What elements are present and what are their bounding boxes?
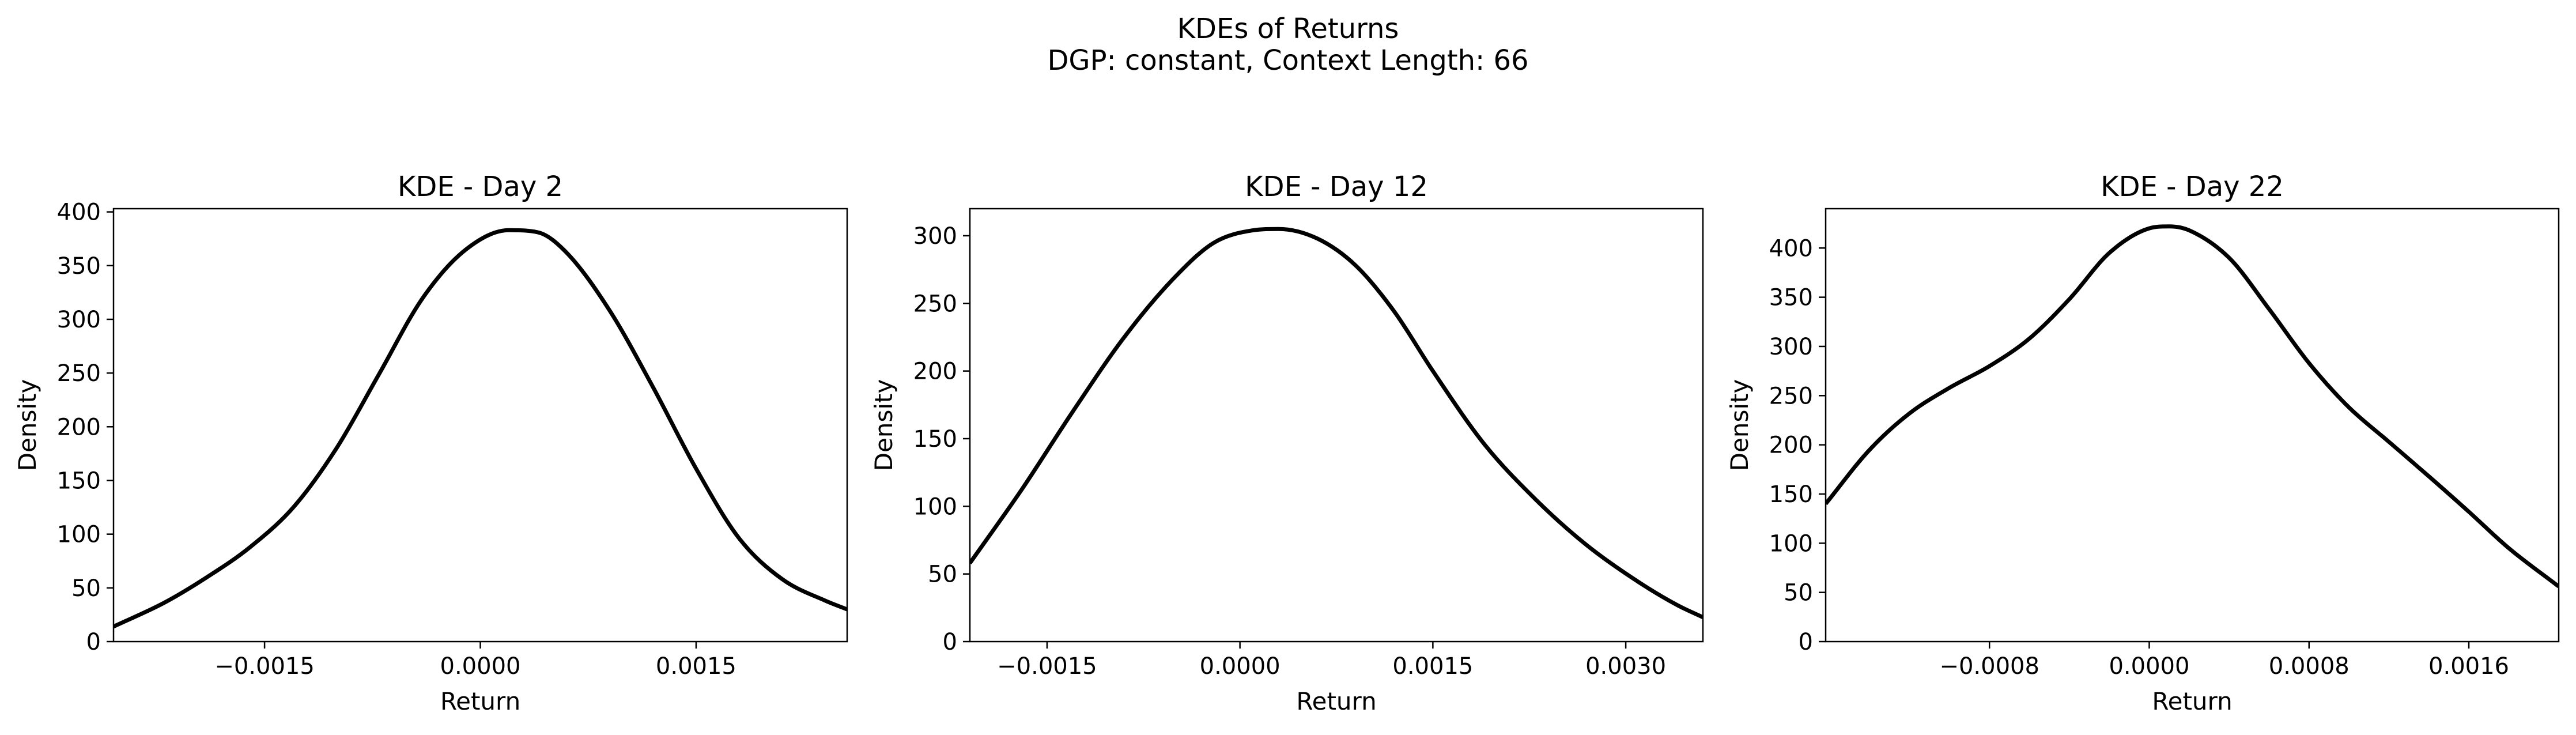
y-tick-label: 150 <box>57 468 101 494</box>
figure-subtitle: DGP: constant, Context Length: 66 <box>1047 44 1528 77</box>
y-tick-label: 50 <box>1784 580 1813 606</box>
y-tick-label: 300 <box>913 223 957 250</box>
x-tick-label: −0.0008 <box>1939 653 2039 680</box>
y-tick-label: 350 <box>1769 285 1813 311</box>
y-tick-label: 100 <box>1769 530 1813 557</box>
y-tick-label: 50 <box>71 575 101 602</box>
x-tick-label: 0.0015 <box>1392 653 1473 680</box>
axes-frame <box>969 208 1704 643</box>
kde-curve <box>1826 224 2559 589</box>
y-tick-label: 300 <box>57 307 101 333</box>
axes-frame <box>1825 208 2560 643</box>
x-tick-label: 0.0016 <box>2428 653 2509 680</box>
y-tick-label: 200 <box>1769 432 1813 459</box>
x-tick-label: 0.0008 <box>2269 653 2350 680</box>
x-tick-label: 0.0030 <box>1585 653 1666 680</box>
figure-title: KDEs of Returns <box>1177 13 1399 45</box>
y-tick-label: 100 <box>57 522 101 548</box>
subplots: −0.0015 0.0000 0.0015 0 50 100 150 200 250 300 350… <box>13 171 2560 715</box>
x-tick-label: −0.0015 <box>214 653 314 680</box>
y-tick-label: 200 <box>913 359 957 385</box>
y-tick-label: 250 <box>913 291 957 317</box>
y-tick-label: 400 <box>57 199 101 226</box>
x-tick-label: 0.0000 <box>2109 653 2189 680</box>
x-axis-label: Return <box>2152 687 2232 715</box>
x-tick-label: 0.0000 <box>440 653 521 680</box>
subplot-title: KDE - Day 12 <box>1245 171 1428 203</box>
y-tick-label: 50 <box>928 561 957 588</box>
subplot-1: −0.0015 0.0000 0.0015 0 50 100 150 200 250 300 350… <box>13 171 848 715</box>
axes-frame <box>112 208 848 643</box>
y-tick-label: 300 <box>1769 334 1813 360</box>
x-tick-label: 0.0015 <box>656 653 736 680</box>
y-tick-label: 250 <box>57 360 101 387</box>
y-tick-label: 350 <box>57 253 101 280</box>
y-axis-label: Density <box>13 379 41 472</box>
subplot-title: KDE - Day 22 <box>2101 171 2284 203</box>
y-tick-label: 0 <box>943 629 957 655</box>
y-tick-label: 100 <box>913 493 957 520</box>
y-axis-label: Density <box>870 379 898 472</box>
y-tick-label: 0 <box>86 629 101 655</box>
kde-curve <box>970 227 1703 619</box>
kde-curve <box>114 228 847 629</box>
subplot-title: KDE - Day 2 <box>398 171 563 203</box>
y-tick-label: 400 <box>1769 235 1813 262</box>
y-tick-label: 150 <box>1769 481 1813 508</box>
y-axis-label: Density <box>1725 379 1754 472</box>
y-tick-label: 150 <box>913 426 957 453</box>
x-axis-label: Return <box>440 687 520 715</box>
x-tick-label: −0.0015 <box>997 653 1097 680</box>
subplot-3: −0.0008 0.0000 0.0008 0.0016 0 50 100 150 200 250… <box>1725 171 2560 715</box>
x-tick-label: 0.0000 <box>1200 653 1281 680</box>
y-tick-label: 250 <box>1769 383 1813 409</box>
y-tick-label: 0 <box>1799 629 1813 655</box>
subplot-2: −0.0015 0.0000 0.0015 0.0030 0 50 100 150 200 250… <box>870 171 1704 715</box>
x-axis-label: Return <box>1296 687 1376 715</box>
y-tick-label: 200 <box>57 414 101 440</box>
